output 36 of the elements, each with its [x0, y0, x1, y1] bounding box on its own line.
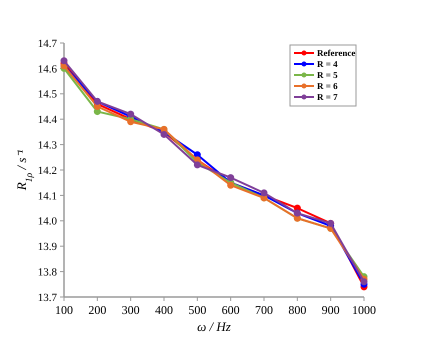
- legend-label: R = 7: [317, 92, 338, 102]
- point: [160, 130, 168, 138]
- x-tick-label: 300: [122, 303, 140, 317]
- y-tick-label: 14.5: [38, 88, 58, 101]
- x-tick-label: 600: [222, 303, 240, 317]
- y-tick-label: 14.6: [38, 63, 58, 76]
- y-tick-label: 14.7: [38, 38, 58, 50]
- x-tick-label: 800: [288, 303, 306, 317]
- point: [360, 278, 368, 286]
- point: [227, 174, 234, 182]
- x-tick-label: 1000: [352, 303, 376, 317]
- x-tick-label: 400: [155, 303, 173, 317]
- legend-label: R = 6: [317, 81, 338, 92]
- legend-label: R = 4: [317, 59, 338, 70]
- point: [127, 110, 134, 118]
- y-tick-label: 13.9: [38, 241, 58, 254]
- x-tick-label: 200: [88, 303, 106, 317]
- point: [127, 118, 134, 126]
- point: [194, 161, 201, 168]
- point: [227, 182, 234, 189]
- y-tick-label: 13.8: [38, 266, 58, 278]
- x-tick-label: 900: [322, 303, 340, 317]
- y-tick-label: 14.0: [38, 216, 58, 228]
- x-tick-label: 700: [255, 303, 273, 317]
- legend-label: Reference: [317, 48, 356, 58]
- x-axis-title: ω / Hz: [197, 319, 231, 334]
- y-tick-label: 14.2: [38, 164, 57, 177]
- point: [60, 57, 68, 64]
- x-tick-label: 500: [188, 303, 206, 317]
- y-tick-label: 14.1: [38, 190, 57, 202]
- legend-label: R = 5: [317, 70, 338, 80]
- y-tick-label: 13.7: [38, 292, 58, 304]
- point: [260, 189, 268, 196]
- y-tick-label: 14.3: [38, 139, 58, 152]
- x-tick-label: 100: [55, 303, 73, 317]
- y-tick-label: 14.4: [38, 114, 58, 126]
